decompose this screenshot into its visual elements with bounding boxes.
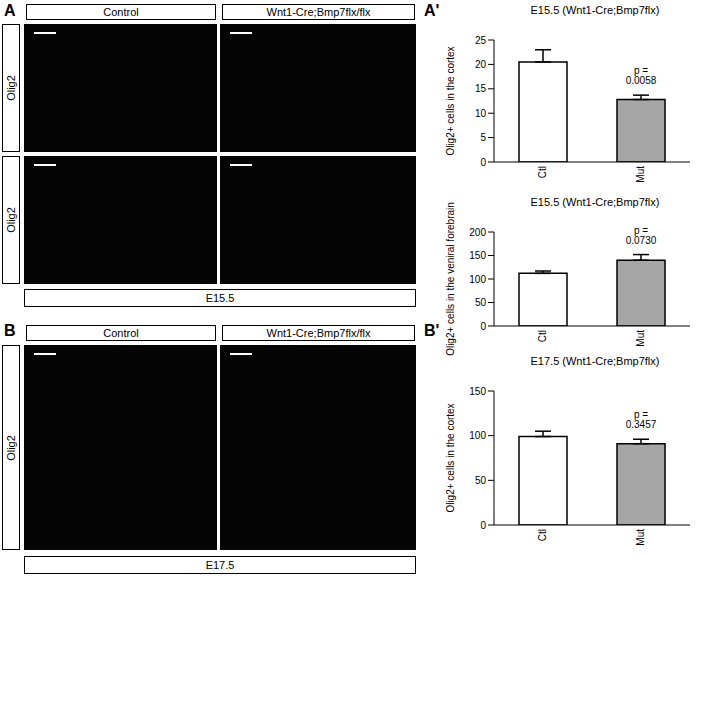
html-text:A: A (4, 2, 16, 19)
svg-text:10: 10 (475, 108, 487, 119)
html-text:Olig2: Olig2 (5, 75, 17, 101)
svg-text:15: 15 (475, 83, 487, 94)
svg-text:100: 100 (469, 274, 486, 285)
html-text:Wnt1-Cre;Bmp7flx/flx: Wnt1-Cre;Bmp7flx/flx (266, 6, 371, 18)
html-text:B': B' (424, 322, 440, 339)
html-text:B: B (4, 322, 16, 339)
html-text:E17.5: E17.5 (205, 559, 235, 571)
html-text:Control: Control (103, 6, 139, 18)
svg-text:Ctl: Ctl (537, 166, 548, 178)
html-text:E15.5 (Wnt1-Cre;Bmp7flx): E15.5 (Wnt1-Cre;Bmp7flx) (530, 4, 660, 16)
svg-text:5: 5 (480, 132, 486, 143)
html-text:Olig2: Olig2 (5, 207, 17, 233)
svg-text:p =0.3457: p =0.3457 (626, 409, 657, 430)
svg-text:150: 150 (469, 386, 486, 397)
html-text:Olig2+ cells in the veniral fo: Olig2+ cells in the veniral forebrain (444, 202, 456, 356)
html-text:E15.5: E15.5 (205, 292, 235, 304)
html-text:Control: Control (103, 327, 139, 339)
html-text:Olig2: Olig2 (5, 434, 17, 461)
svg-text:50: 50 (475, 475, 487, 486)
svg-text:0: 0 (480, 321, 486, 332)
svg-text:p =0.0730: p =0.0730 (626, 225, 657, 246)
svg-text:200: 200 (469, 227, 486, 238)
svg-text:100: 100 (469, 430, 486, 441)
svg-text:25: 25 (475, 35, 487, 46)
svg-text:Mut: Mut (635, 166, 646, 183)
svg-text:0: 0 (480, 157, 486, 168)
svg-text:0: 0 (480, 520, 486, 531)
html-text:E17.5 (Wnt1-Cre;Bmp7flx): E17.5 (Wnt1-Cre;Bmp7flx) (530, 355, 660, 367)
html-text:E15.5 (Wnt1-Cre;Bmp7flx): E15.5 (Wnt1-Cre;Bmp7flx) (530, 196, 660, 208)
html-text:Wnt1-Cre;Bmp7flx/flx: Wnt1-Cre;Bmp7flx/flx (266, 327, 371, 339)
svg-text:20: 20 (475, 59, 487, 70)
svg-text:Ctl: Ctl (537, 330, 548, 342)
html-text:Olig2+ cells in the cortex: Olig2+ cells in the cortex (444, 403, 456, 513)
svg-text:Ctl: Ctl (537, 529, 548, 541)
svg-text:p =0.0058: p =0.0058 (626, 65, 657, 86)
svg-text:Mut: Mut (635, 529, 646, 546)
html-text:Olig2+ cells in the cortex: Olig2+ cells in the cortex (444, 46, 456, 156)
svg-text:Mut: Mut (635, 330, 646, 347)
html-text:A': A' (424, 2, 440, 19)
svg-text:150: 150 (469, 250, 486, 261)
svg-text:50: 50 (475, 297, 487, 308)
